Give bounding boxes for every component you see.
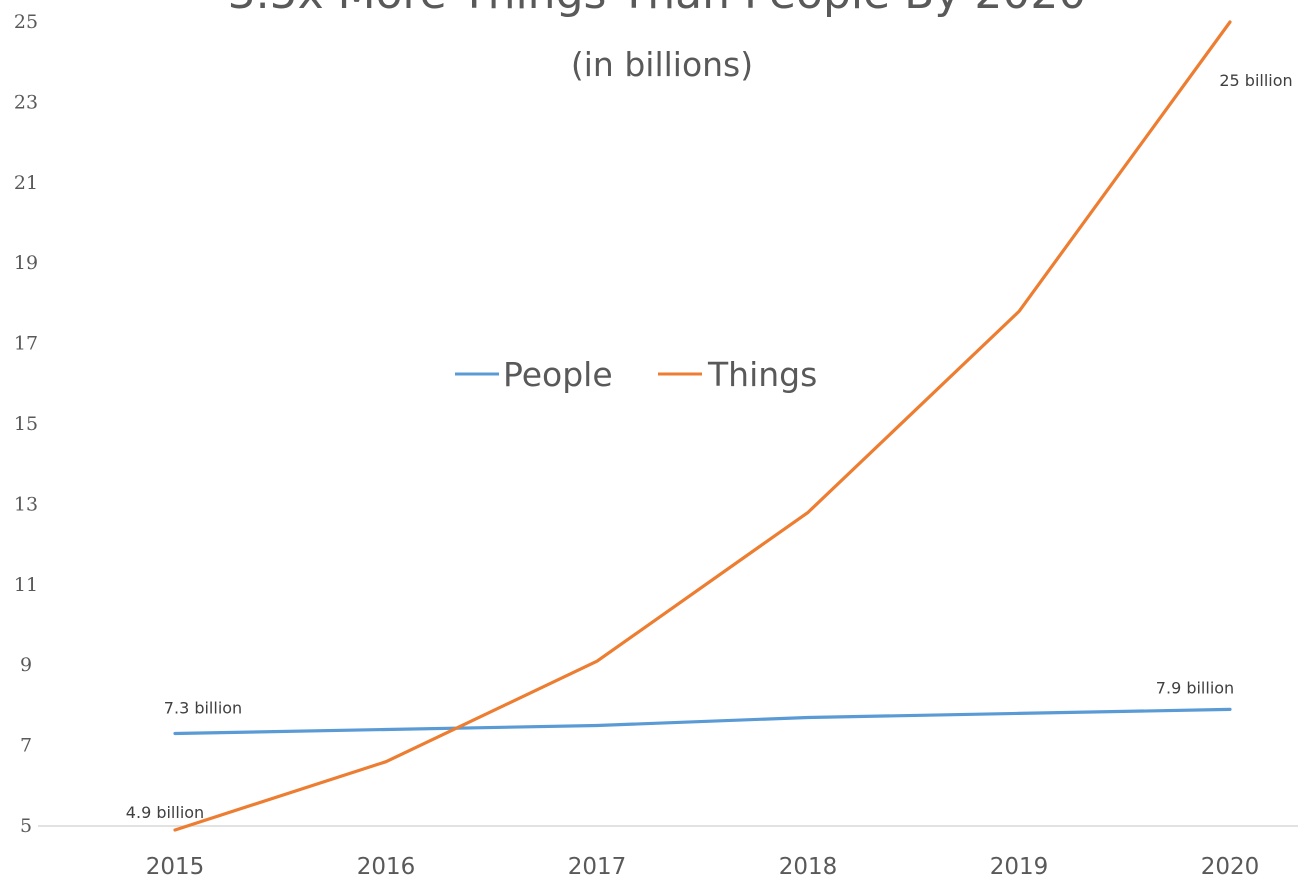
- chart-subtitle: (in billions): [571, 45, 753, 84]
- x-axis-ticks: 2015 2016 2017 2018 2019 2020: [146, 854, 1260, 880]
- series-line-things: [173, 20, 1232, 832]
- chart-title: 3.5x More Things Than People By 2020: [228, 0, 1087, 19]
- legend: People Things: [455, 355, 817, 394]
- x-tick-label: 2017: [568, 854, 627, 880]
- x-tick-label: 2015: [146, 854, 205, 880]
- y-tick-label: 5: [20, 815, 32, 837]
- y-tick-label: 17: [14, 333, 38, 355]
- data-annotations: 7.3 billion 4.9 billion 7.9 billion 25 bill…: [126, 71, 1293, 822]
- y-tick-label: 23: [14, 91, 38, 113]
- x-tick-label: 2018: [779, 854, 838, 880]
- data-label: 7.3 billion: [164, 699, 242, 718]
- y-tick-label: 19: [14, 252, 38, 274]
- y-tick-label: 13: [14, 493, 38, 515]
- legend-label-things: Things: [707, 355, 817, 394]
- data-label: 4.9 billion: [126, 803, 204, 822]
- y-tick-label: 7: [20, 735, 32, 757]
- x-tick-label: 2019: [990, 854, 1049, 880]
- x-tick-label: 2020: [1201, 854, 1260, 880]
- data-label: 7.9 billion: [1156, 678, 1234, 697]
- y-tick-label: 15: [14, 413, 38, 435]
- y-tick-label: 11: [14, 574, 38, 596]
- data-label: 25 billion: [1219, 71, 1292, 90]
- y-axis-ticks: 5 7 9 11 13 15 17 19 21 23 25: [14, 11, 38, 837]
- y-tick-label: 25: [14, 11, 38, 33]
- y-tick-label: 9: [20, 654, 32, 676]
- y-tick-label: 21: [14, 172, 38, 194]
- series-line-people: [173, 707, 1232, 736]
- legend-label-people: People: [503, 355, 613, 394]
- series-lines: [173, 20, 1232, 832]
- x-tick-label: 2016: [357, 854, 416, 880]
